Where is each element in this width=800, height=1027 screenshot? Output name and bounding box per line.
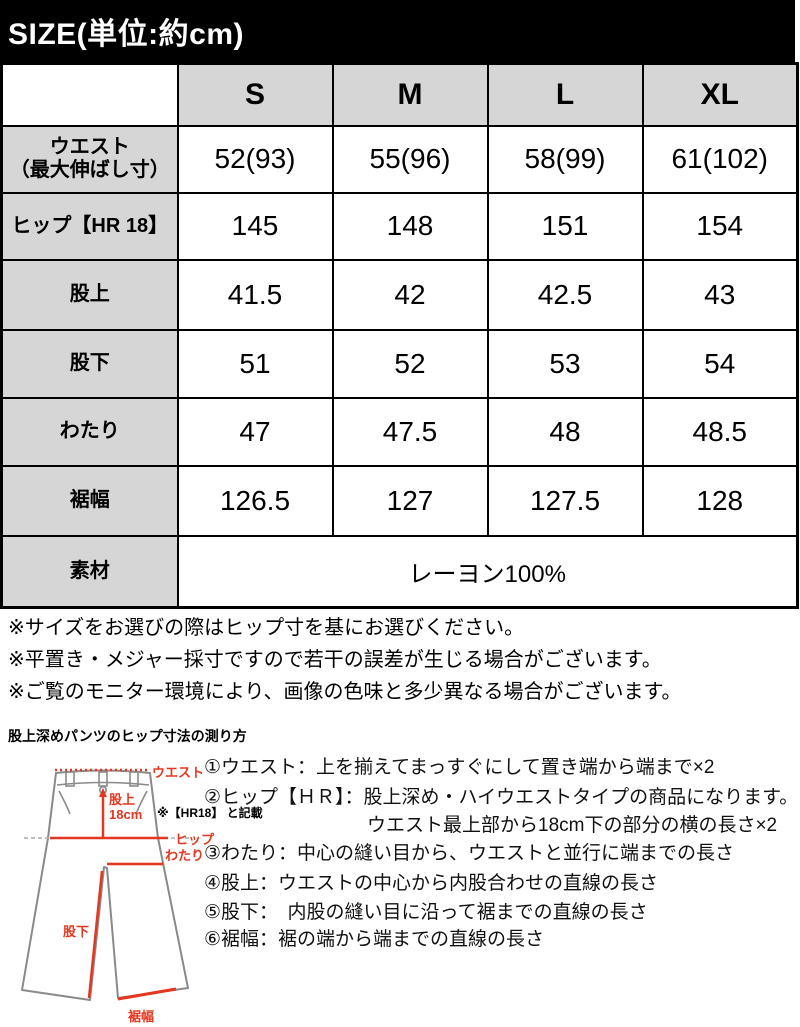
note-line: ※平置き・メジャー採寸ですので若干の誤差が生じる場合がございます。 (8, 649, 662, 671)
cell-hip-l: 151 (486, 191, 644, 261)
cell-hem-xl: 128 (641, 464, 799, 537)
size-table-corner-cell (0, 62, 179, 127)
table-row-hip: ヒップ【HR 18】 145 148 151 154 (0, 191, 799, 261)
cell-thigh-l: 48 (486, 396, 644, 467)
pants-measurement-diagram: ウエスト 股上 18cm ヒップ わたり 股下 裾幅 (21, 765, 215, 1024)
hip-label: ヒップ (175, 832, 215, 847)
waist-label: ウエスト (152, 765, 204, 780)
left-pocket-line (58, 790, 71, 815)
row-label-inseam: 股下 (0, 328, 179, 399)
cell-waist-m: 55(96) (331, 124, 489, 194)
row-label-hem: 裾幅 (0, 464, 179, 537)
belt-loop (129, 771, 139, 787)
table-row-rise: 股上 41.5 42 42.5 43 (0, 258, 799, 331)
table-row-waist: ウエスト （最大伸ばし寸） 52(93) 55(96) 58(99) 61(10… (0, 124, 799, 194)
cell-waist-l: 58(99) (486, 124, 644, 194)
instruction-rise: ④股上：ウエストの中心から内股合わせの直線の長さ (204, 873, 659, 894)
instruction-hip-continued: ウエスト最上部から18cm下の部分の横の長さ×2 (367, 815, 778, 836)
cell-hem-m: 127 (331, 464, 489, 537)
measuring-guide-title: 股上深めパンツのヒップ寸法の測り方 (8, 728, 247, 744)
hem-label: 裾幅 (128, 1009, 154, 1024)
size-chart-title: SIZE(単位:約cm) (8, 18, 245, 51)
cell-hip-m: 148 (331, 191, 489, 261)
note-line: ※サイズをお選びの際はヒップ寸を基にお選びください。 (8, 617, 525, 639)
measuring-guide-section: 股上深めパンツのヒップ寸法の測り方 ウエスト 股上 18cm ヒップ わたり 股… (0, 718, 800, 1027)
cell-thigh-s: 47 (176, 396, 334, 467)
row-label-thigh: わたり (0, 396, 179, 467)
size-notes: ※サイズをお選びの際はヒップ寸を基にお選びください。 ※平置き・メジャー採寸です… (8, 612, 682, 708)
instruction-hip: ②ヒップ【ＨＲ】：股上深め・ハイウエストタイプの商品になります。 (204, 787, 799, 808)
row-label-hip: ヒップ【HR 18】 (0, 191, 179, 261)
hem-measure-line (117, 987, 177, 1001)
table-row-material: 素材 レーヨン100% (0, 534, 799, 609)
cell-waist-xl: 61(102) (641, 124, 799, 194)
inseam-measure-line (87, 870, 104, 999)
cell-inseam-l: 53 (486, 328, 644, 399)
size-table-header-row: S M L XL (0, 62, 799, 127)
thigh-label: わたり (165, 848, 204, 863)
column-header-s: S (176, 62, 334, 127)
table-row-thigh: わたり 47 47.5 48 48.5 (0, 396, 799, 467)
column-header-l: L (486, 62, 644, 127)
rise-label-line1: 股上 (109, 792, 135, 807)
row-label-material: 素材 (0, 534, 179, 609)
column-header-xl: XL (641, 62, 799, 127)
cell-rise-xl: 43 (641, 258, 799, 331)
cell-inseam-m: 52 (331, 328, 489, 399)
instruction-hem: ⑥裾幅：裾の端から端までの直線の長さ (204, 929, 545, 950)
table-row-inseam: 股下 51 52 53 54 (0, 328, 799, 399)
cell-inseam-s: 51 (176, 328, 334, 399)
inseam-label: 股下 (63, 924, 89, 939)
cell-rise-s: 41.5 (176, 258, 334, 331)
cell-inseam-xl: 54 (641, 328, 799, 399)
cell-rise-m: 42 (331, 258, 489, 331)
cell-hem-l: 127.5 (486, 464, 644, 537)
belt-loop (65, 771, 75, 787)
instruction-waist: ①ウエスト：上を揃えてまっすぐにして置き端から端まで×2 (204, 757, 715, 778)
pants-outline (21, 769, 189, 1001)
rise-label-line2: 18cm (109, 807, 142, 822)
size-table: S M L XL ウエスト （最大伸ばし寸） 52(93) 55(96) 58(… (0, 62, 799, 609)
cell-rise-l: 42.5 (486, 258, 644, 331)
cell-thigh-m: 47.5 (331, 396, 489, 467)
table-row-hem: 裾幅 126.5 127 127.5 128 (0, 464, 799, 537)
row-label-rise: 股上 (0, 258, 179, 331)
rise-arrowhead (99, 788, 107, 797)
column-header-m: M (331, 62, 489, 127)
hr18-note: ※【HR18】 と記載 (157, 806, 263, 820)
instruction-inseam: ⑤股下： 内股の縫い目に沿って裾までの直線の長さ (204, 902, 648, 923)
cell-material-value: レーヨン100% (176, 534, 799, 609)
cell-waist-s: 52(93) (176, 124, 334, 194)
cell-hem-s: 126.5 (176, 464, 334, 537)
cell-hip-xl: 154 (641, 191, 799, 261)
cell-hip-s: 145 (176, 191, 334, 261)
right-pocket-line (135, 790, 148, 815)
size-chart-title-bar: SIZE(単位:約cm) (0, 0, 795, 62)
note-line: ※ご覧のモニター環境により、画像の色味と多少異なる場合がございます。 (8, 681, 682, 703)
row-label-waist: ウエスト （最大伸ばし寸） (0, 124, 179, 194)
instruction-thigh: ③わたり：中心の縫い目から、ウエストと並行に端までの長さ (204, 843, 735, 864)
cell-thigh-xl: 48.5 (641, 396, 799, 467)
